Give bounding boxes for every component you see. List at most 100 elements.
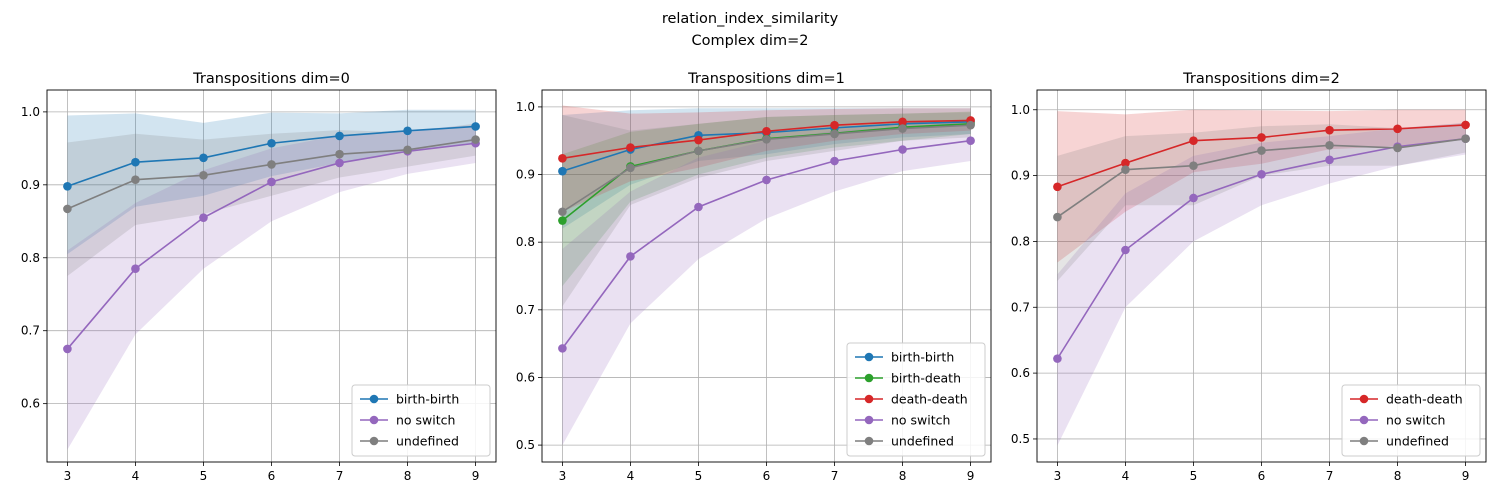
point-death-death [1053,182,1062,192]
x-tick-label: 5 [695,469,703,483]
band-birth-birth [562,108,971,229]
point-no-switch [1053,354,1062,363]
point-no-switch [199,213,208,222]
point-no-switch [626,252,635,261]
legend-marker [864,352,874,362]
y-tick-label: 0.7 [516,303,535,317]
legend-label: undefined [396,434,459,449]
point-birth-birth [335,131,344,141]
point-undefined [966,120,975,130]
x-tick-label: 9 [967,469,975,483]
point-birth-birth [131,157,140,167]
legend-label: birth-birth [891,350,954,365]
legend-label: death-death [891,392,968,407]
point-no-switch [1189,193,1198,203]
point-undefined [694,146,703,156]
point-undefined [1461,134,1470,144]
y-tick-label: 0.6 [516,370,535,384]
panel-0: Transpositions dim=0 3 4 5 6 7 8 9 0.6 0.7 0.8 0.9 1… [21,71,497,483]
point-undefined [1257,146,1266,155]
x-tick-label: 5 [1190,469,1198,483]
point-undefined [830,129,839,139]
point-birth-death [558,216,567,225]
point-no-switch [558,344,567,353]
band-no-switch [562,121,971,446]
band-birth-birth [67,109,476,255]
x-tick-label: 6 [763,469,771,483]
point-death-death [1325,125,1334,135]
point-undefined [1053,212,1062,222]
point-undefined [898,124,907,133]
x-tick-label: 8 [1394,469,1402,483]
legend-box [846,342,986,457]
y-tick-label: 0.5 [1011,432,1030,446]
point-undefined [558,207,567,217]
point-undefined [335,149,344,159]
band-death-death [1057,109,1466,263]
y-tick-label: 0.8 [516,235,535,249]
x-tick-label: 4 [627,469,635,483]
legend-marker [369,394,379,404]
y-tick-label: 0.9 [516,168,535,182]
y-tick-label: 0.6 [21,397,40,411]
y-tick-label: 0.8 [1011,234,1030,248]
panel-1: Transpositions dim=1 3 4 5 6 7 8 9 0.5 0.6 0.7 0.8 0… [516,71,992,483]
point-no-switch [63,344,72,354]
legend: birth-birth birth-death death-death no swit… [846,342,986,457]
point-undefined [626,163,635,173]
point-death-death [830,120,839,130]
point-death-death [694,135,703,145]
point-no-switch [267,177,276,187]
point-death-death [1121,158,1130,168]
legend-marker [864,373,874,383]
legend-label: birth-birth [396,392,459,407]
legend-marker [864,394,874,404]
x-tick-label: 6 [1258,469,1266,483]
x-tick-label: 5 [200,469,208,483]
legend-label: undefined [891,434,954,449]
band-undefined [67,123,476,276]
x-tick-label: 4 [132,469,140,483]
y-tick-label: 0.5 [516,438,535,452]
point-no-switch [1325,155,1334,165]
point-birth-birth [403,126,412,136]
point-death-death [1461,120,1470,130]
legend: death-death no switch undefined [1341,384,1481,457]
band-death-death [562,105,971,212]
y-tick-label: 0.7 [21,324,40,338]
y-tick-label: 0.6 [1011,366,1030,380]
point-undefined [403,145,412,155]
panel-2: Transpositions dim=2 3 4 5 6 7 8 9 0.5 0.6 0.7 0.8 0… [1011,71,1487,483]
legend-label: death-death [1386,392,1463,407]
panel-title: Transpositions dim=2 [1182,71,1340,87]
point-birth-birth [199,153,208,163]
point-death-death [762,126,771,136]
band-undefined [562,112,971,307]
y-tick-label: 1.0 [1011,103,1030,117]
x-tick-label: 9 [472,469,480,483]
point-birth-birth [558,166,567,176]
point-death-death [1393,124,1402,134]
band-no-switch [1057,122,1466,446]
point-no-switch [898,145,907,154]
x-tick-label: 7 [336,469,344,483]
point-no-switch [830,156,839,166]
panels: Transpositions dim=0 3 4 5 6 7 8 9 0.6 0.7 0.8 0.9 1… [21,71,1487,483]
suptitle-line-2: Complex dim=2 [692,33,809,49]
point-death-death [558,154,567,163]
point-undefined [1121,165,1130,174]
point-undefined [762,135,771,144]
panel-title: Transpositions dim=1 [687,71,845,87]
point-birth-birth [471,122,480,131]
panel-title: Transpositions dim=0 [192,71,350,87]
x-tick-label: 8 [404,469,412,483]
x-tick-label: 3 [559,469,567,483]
point-undefined [1325,141,1334,150]
point-undefined [199,171,208,180]
x-tick-label: 7 [1326,469,1334,483]
legend-label: undefined [1386,434,1449,449]
point-birth-birth [63,181,72,191]
point-undefined [131,175,140,185]
x-tick-label: 4 [1122,469,1130,483]
